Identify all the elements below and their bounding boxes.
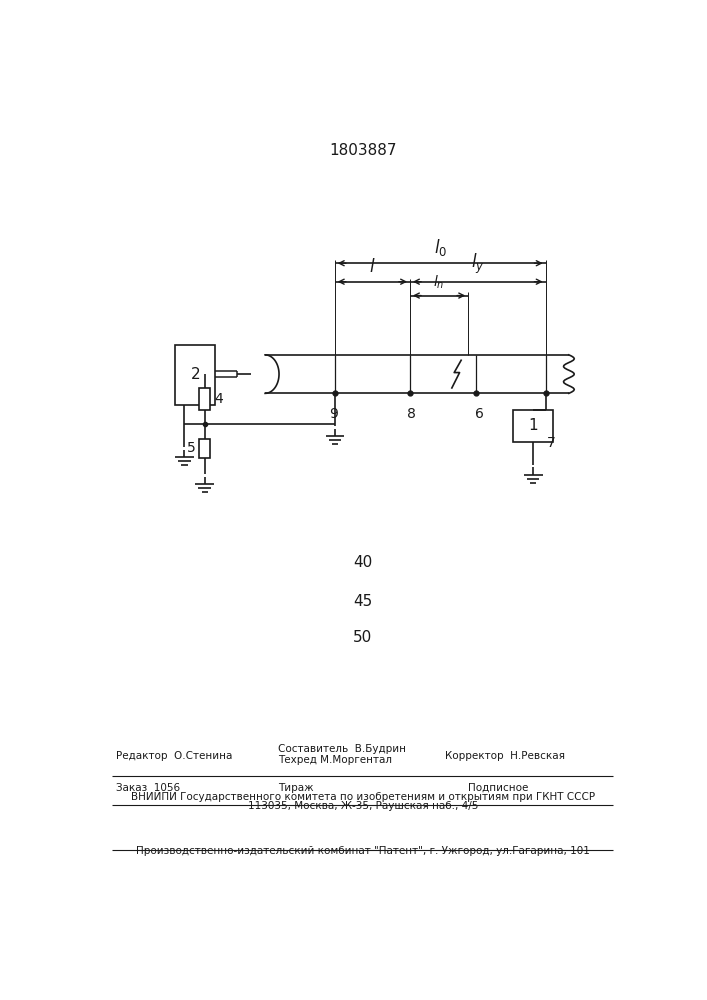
Text: Производственно-издательский комбинат "Патент", г. Ужгород, ул.Гагарина, 101: Производственно-издательский комбинат "П… [136, 846, 590, 856]
Text: 40: 40 [353, 555, 373, 570]
Text: $l_n$: $l_n$ [433, 274, 445, 291]
Text: 1803887: 1803887 [329, 143, 397, 158]
Text: 45: 45 [353, 594, 373, 609]
Text: 2: 2 [190, 367, 200, 382]
Text: Корректор  Н.Ревская: Корректор Н.Ревская [445, 751, 565, 761]
Text: $l_0$: $l_0$ [433, 237, 447, 258]
Bar [199, 439, 210, 458]
Text: $l$: $l$ [369, 258, 375, 276]
Text: Подписное: Подписное [468, 783, 529, 793]
Text: ВНИИПИ Государственного комитета по изобретениям и открытиям при ГКНТ СССР: ВНИИПИ Государственного комитета по изоб… [131, 792, 595, 802]
Text: 8: 8 [407, 407, 416, 421]
Text: Техред М.Моргентал: Техред М.Моргентал [279, 755, 392, 765]
Text: 9: 9 [329, 407, 338, 421]
Text: Составитель  В.Будрин: Составитель В.Будрин [279, 744, 407, 754]
Text: 50: 50 [353, 630, 373, 645]
Text: Заказ  1056: Заказ 1056 [115, 783, 180, 793]
Text: 7: 7 [547, 436, 556, 450]
Text: 4: 4 [214, 392, 223, 406]
Bar [175, 345, 216, 405]
Text: 6: 6 [474, 407, 484, 421]
Text: 113035, Москва, Ж-35, Раушская наб., 4/5: 113035, Москва, Ж-35, Раушская наб., 4/5 [247, 801, 478, 811]
Bar [199, 388, 210, 410]
Text: Редактор  О.Стенина: Редактор О.Стенина [115, 751, 232, 761]
Text: Тираж: Тираж [279, 783, 314, 793]
Text: 5: 5 [187, 441, 195, 455]
Text: 1: 1 [528, 418, 538, 433]
Bar [513, 410, 554, 442]
Text: $l_y$: $l_y$ [471, 252, 484, 276]
